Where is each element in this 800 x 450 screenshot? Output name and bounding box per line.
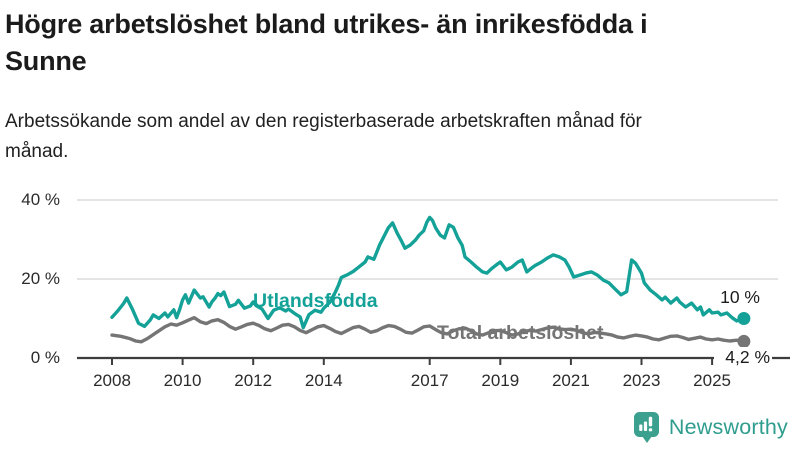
- x-tick-label-2021: 2021: [551, 371, 590, 390]
- y-tick-label-40: 40 %: [21, 190, 60, 209]
- end-value-label-total: 4,2 %: [714, 347, 772, 368]
- newsworthy-wordmark: Newsworthy: [668, 414, 788, 439]
- x-tick-label-2019: 2019: [481, 371, 520, 390]
- x-tick-label-2012: 2012: [234, 371, 273, 390]
- chart-title: Högre arbetslöshet bland utrikes- än inr…: [5, 9, 648, 76]
- chart-subtitle: Arbetssökande som andel av den registerb…: [5, 111, 642, 162]
- end-dot-utlandsfodda: [737, 312, 751, 325]
- line-series-utlandsfodda: [110, 215, 746, 330]
- newsworthy-logo: Newsworthy: [633, 411, 788, 443]
- newsworthy-bubble-chart-icon: [633, 412, 659, 443]
- x-tick-label-2017: 2017: [410, 371, 449, 390]
- end-value-label-utlandsfodda: 10 %: [720, 287, 760, 307]
- end-dot-total: [737, 334, 751, 348]
- y-tick-label-20: 20 %: [21, 269, 60, 288]
- series-label-total: Total arbetslöshet: [437, 322, 604, 344]
- x-tick-label-2010: 2010: [163, 371, 202, 390]
- x-tick-label-2023: 2023: [622, 371, 661, 390]
- chart-header: Högre arbetslöshet bland utrikes- än inr…: [5, 6, 792, 167]
- line-series-total: [110, 316, 746, 344]
- y-tick-label-0: 0 %: [30, 348, 60, 367]
- x-tick-label-2008: 2008: [93, 371, 131, 390]
- x-tick-label-2025: 2025: [693, 371, 731, 390]
- x-tick-label-2014: 2014: [304, 371, 343, 390]
- series-label-utlandsfodda: Utlandsfödda: [253, 290, 378, 312]
